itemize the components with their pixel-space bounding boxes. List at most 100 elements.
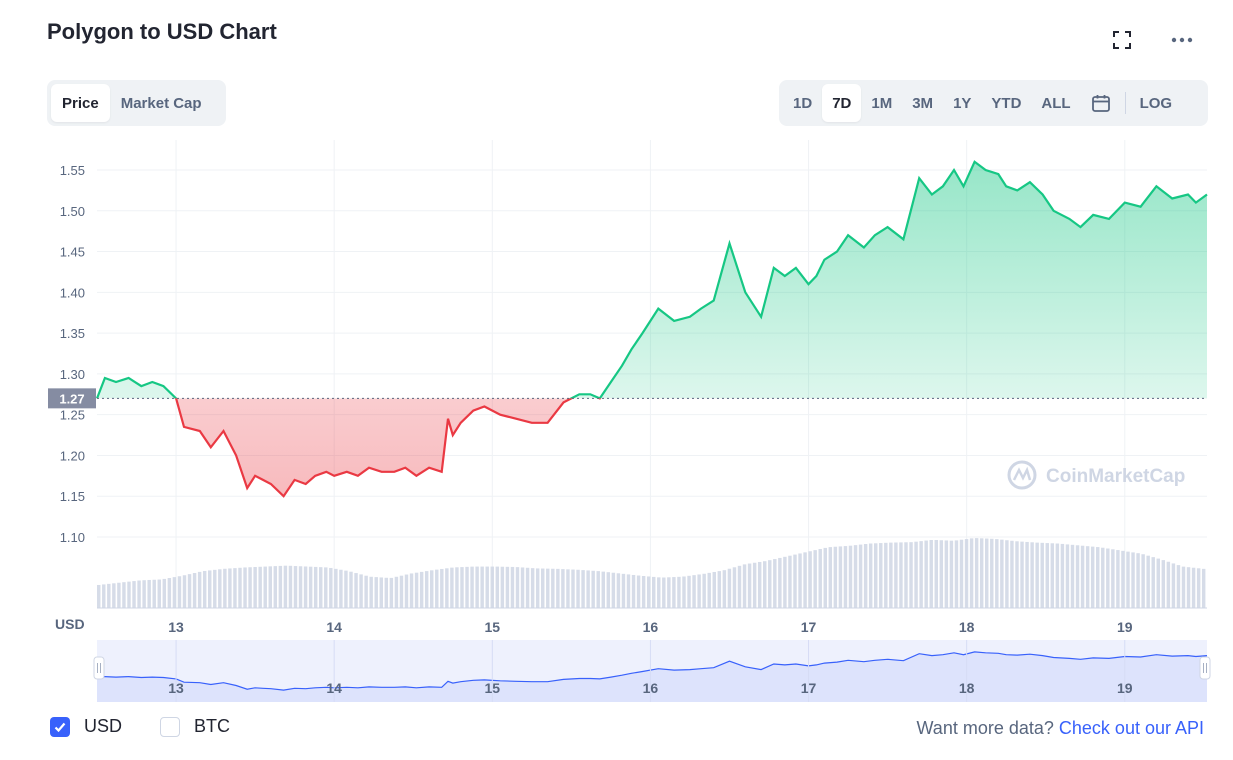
volume-bar	[97, 584, 101, 608]
volume-bar	[1055, 543, 1060, 608]
navigator-tick-label: 16	[643, 680, 659, 696]
y-tick-label: 1.25	[60, 408, 85, 423]
volume-bar	[1161, 560, 1166, 608]
volume-bar	[283, 565, 288, 608]
volume-bar	[258, 566, 262, 608]
volume-bar	[596, 571, 600, 608]
y-tick-label: 1.10	[60, 530, 85, 545]
volume-bar	[1020, 541, 1024, 608]
usd-checkbox[interactable]	[50, 716, 70, 737]
volume-bar	[702, 573, 706, 608]
volume-bar	[1156, 558, 1160, 608]
volume-bar	[142, 580, 146, 608]
volume-bar	[636, 575, 641, 608]
volume-bar	[319, 567, 323, 608]
volume-bar	[1176, 565, 1181, 608]
range-all-button[interactable]: ALL	[1041, 94, 1071, 112]
volume-bar	[1166, 561, 1171, 608]
volume-bar	[1085, 546, 1090, 608]
range-7d-button[interactable]: 7D	[822, 84, 862, 122]
volume-bar	[414, 572, 419, 608]
volume-bar	[117, 582, 121, 608]
volume-bar	[879, 543, 883, 608]
navigator-handle-left[interactable]	[93, 656, 105, 680]
price-line-up	[95, 160, 1208, 399]
volume-bar	[202, 570, 207, 608]
volume-bar	[954, 540, 959, 608]
volume-bar	[263, 566, 267, 608]
volume-bar	[187, 574, 192, 608]
fullscreen-icon[interactable]	[1110, 28, 1134, 52]
volume-bar	[465, 566, 469, 608]
volume-bar	[904, 542, 908, 608]
volume-bar	[541, 568, 545, 608]
btc-checkbox[interactable]	[160, 716, 180, 737]
volume-bar	[1050, 543, 1055, 608]
volume-bar	[979, 538, 984, 608]
volume-bar	[293, 566, 298, 608]
range-navigator[interactable]: 13 14 15 16 17 18 19	[93, 640, 1211, 702]
volume-bar	[944, 540, 949, 608]
volume-bar	[1010, 540, 1014, 608]
volume-bar	[752, 562, 757, 608]
y-tick-label: 1.50	[60, 204, 85, 219]
volume-bar	[641, 576, 646, 608]
navigator-handle-right[interactable]	[1199, 656, 1211, 680]
range-1m-button[interactable]: 1M	[871, 94, 893, 112]
volume-bar	[616, 573, 621, 608]
tab-price[interactable]: Price	[51, 84, 110, 122]
volume-bar	[182, 575, 187, 608]
volume-bar	[783, 556, 787, 608]
range-1y-button[interactable]: 1Y	[953, 94, 972, 112]
volume-bar	[611, 572, 616, 608]
volume-bar	[964, 539, 969, 608]
volume-bar	[682, 576, 686, 608]
x-tick-label: 15	[485, 619, 501, 635]
volume-bar	[995, 539, 999, 608]
volume-bar	[1040, 542, 1044, 608]
volume-bar	[773, 559, 777, 608]
volume-bar	[687, 575, 691, 608]
volume-bar	[288, 565, 293, 608]
metric-toggle: Price Market Cap	[47, 80, 226, 126]
more-dots-icon[interactable]	[1170, 28, 1194, 52]
legend-btc[interactable]: BTC	[160, 716, 230, 737]
volume-bar	[379, 577, 383, 608]
price-chart: CoinMarketCap 1.551.501.451.401.351.301.…	[48, 140, 1211, 702]
volume-bar	[364, 575, 368, 608]
volume-bar	[1000, 539, 1004, 608]
navigator-area	[97, 651, 1207, 702]
volume-bar	[419, 571, 424, 608]
range-3m-button[interactable]: 3M	[912, 94, 934, 112]
volume-bar	[152, 579, 156, 608]
volume-bar	[172, 577, 177, 608]
range-1d-button[interactable]: 1D	[793, 94, 813, 112]
volume-bar	[349, 571, 353, 608]
legend-usd[interactable]: USD	[50, 716, 122, 737]
log-scale-button[interactable]: LOG	[1139, 94, 1173, 112]
volume-bar	[848, 545, 853, 608]
volume-bar	[1181, 566, 1186, 608]
navigator-tick-label: 15	[485, 680, 501, 696]
volume-bar	[218, 569, 222, 608]
volume-bar	[697, 574, 701, 608]
volume-bar	[889, 542, 893, 608]
calendar-button[interactable]	[1081, 84, 1121, 122]
volume-bar	[107, 583, 111, 608]
tab-market-cap[interactable]: Market Cap	[120, 94, 202, 112]
volume-bar	[248, 567, 252, 608]
volume-bar	[631, 574, 636, 608]
volume-bar	[450, 567, 454, 608]
navigator-tick-label: 14	[326, 680, 342, 696]
volume-bar	[127, 581, 131, 608]
api-link[interactable]: Check out our API	[1058, 718, 1204, 738]
x-tick-label: 19	[1117, 619, 1133, 635]
range-ytd-button[interactable]: YTD	[991, 94, 1022, 112]
y-axis-labels: 1.55 1.50 1.45 1.40 1.35 1.30 1.25 1.20 1.15 1.10	[60, 163, 85, 545]
volume-bar	[813, 550, 817, 608]
price-area-up	[97, 161, 1207, 399]
volume-bar	[566, 569, 570, 608]
volume-bar	[167, 578, 172, 608]
volume-bar	[374, 577, 378, 608]
volume-bar	[253, 567, 257, 608]
